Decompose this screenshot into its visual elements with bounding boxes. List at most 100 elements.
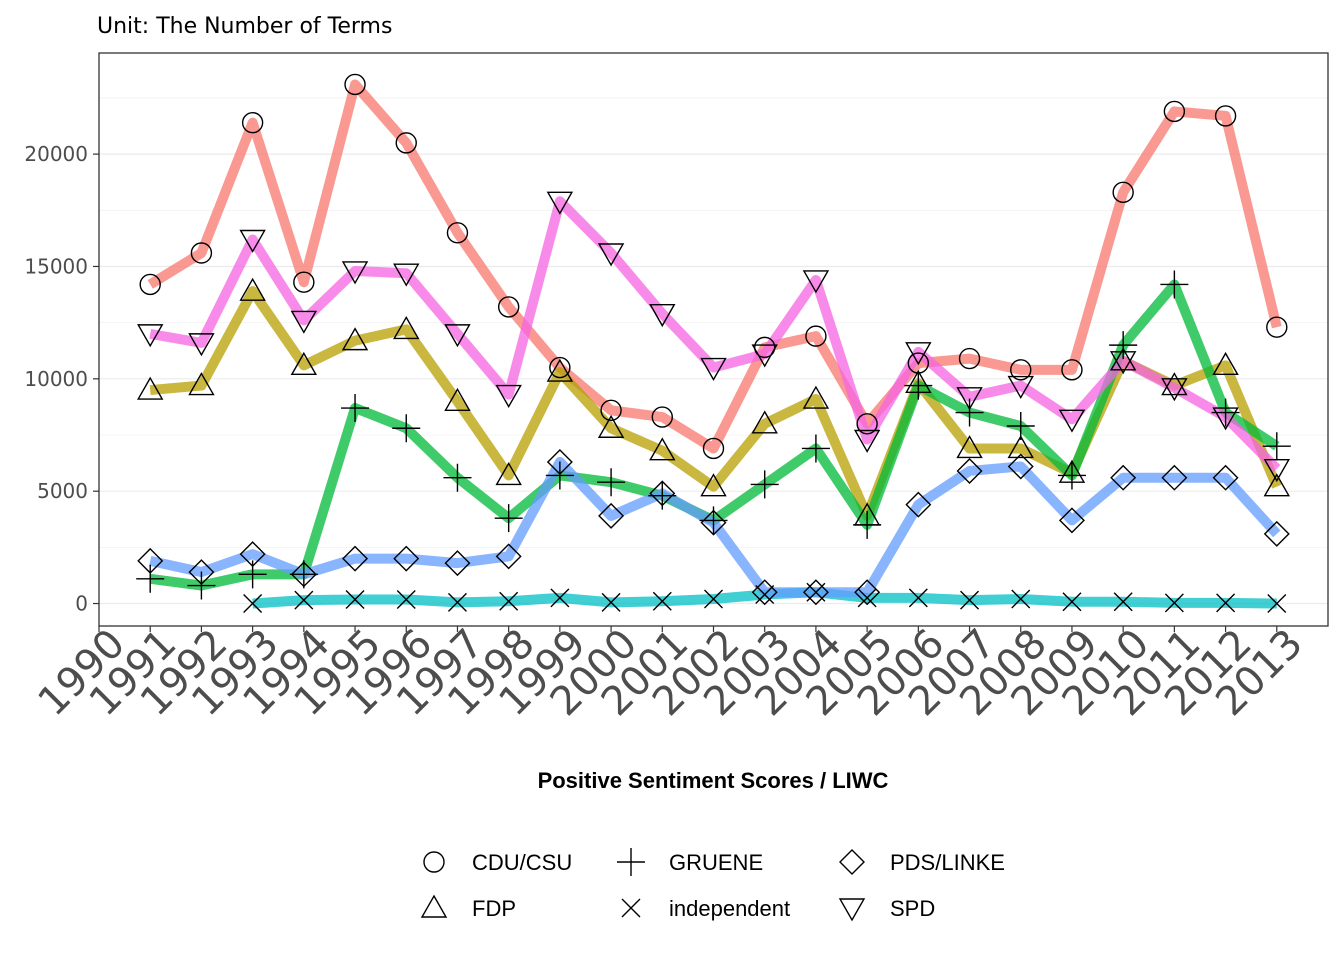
data-point-pds-linke bbox=[546, 448, 573, 475]
data-point-fdp bbox=[1263, 473, 1290, 497]
legend-key-fdp bbox=[420, 894, 448, 918]
data-point-independent bbox=[1267, 594, 1287, 614]
data-point-cdu-csu bbox=[446, 222, 469, 244]
series-line-spd bbox=[149, 196, 1281, 473]
data-point-gruene bbox=[1109, 331, 1138, 360]
data-point-gruene bbox=[1057, 461, 1086, 490]
legend-item-independent: independent bbox=[621, 896, 790, 921]
data-point-pds-linke bbox=[854, 579, 881, 606]
data-point-spd bbox=[597, 243, 625, 267]
data-point-independent bbox=[601, 592, 621, 612]
data-point-spd bbox=[137, 324, 164, 348]
data-point-independent bbox=[960, 590, 980, 610]
data-point-cdu-csu bbox=[293, 271, 315, 293]
data-point-fdp bbox=[1212, 351, 1239, 376]
data-point-spd bbox=[956, 387, 983, 411]
data-point-independent bbox=[345, 589, 365, 609]
data-point-gruene bbox=[853, 510, 882, 539]
y-tick-label: 5000 bbox=[37, 479, 88, 503]
data-point-independent bbox=[652, 591, 672, 611]
data-point-spd bbox=[188, 333, 215, 357]
data-point-gruene bbox=[545, 461, 574, 490]
data-point-pds-linke bbox=[802, 579, 829, 606]
data-point-pds-linke bbox=[393, 545, 420, 572]
data-point-fdp bbox=[546, 358, 574, 382]
data-point-fdp bbox=[597, 414, 625, 438]
legend-label: SPD bbox=[890, 896, 935, 921]
data-point-spd bbox=[649, 303, 676, 328]
data-point-gruene bbox=[187, 571, 216, 600]
legend-label: independent bbox=[669, 896, 790, 921]
data-point-gruene bbox=[341, 394, 370, 423]
data-point-independent bbox=[294, 590, 314, 610]
legend-item-spd: SPD bbox=[838, 896, 935, 922]
data-point-fdp bbox=[239, 277, 266, 301]
series-line-fdp bbox=[149, 286, 1282, 521]
data-point-pds-linke bbox=[956, 457, 983, 484]
data-point-cdu-csu bbox=[856, 413, 878, 435]
data-point-pds-linke bbox=[239, 541, 266, 568]
data-point-spd bbox=[239, 229, 266, 253]
data-point-spd bbox=[341, 261, 369, 285]
data-point-cdu-csu bbox=[190, 242, 213, 264]
data-point-spd bbox=[546, 191, 574, 215]
data-point-independent bbox=[396, 589, 416, 609]
data-point-pds-linke bbox=[1161, 464, 1188, 491]
data-point-fdp bbox=[1161, 372, 1188, 396]
data-point-spd bbox=[1263, 459, 1290, 483]
data-point-cdu-csu bbox=[1112, 181, 1134, 204]
data-point-gruene bbox=[1160, 270, 1189, 299]
data-point-pds-linke bbox=[1058, 507, 1085, 534]
data-point-cdu-csu bbox=[702, 437, 725, 460]
data-point-gruene bbox=[904, 371, 933, 400]
data-point-gruene bbox=[801, 434, 830, 463]
data-point-spd bbox=[905, 342, 932, 366]
data-point-pds-linke bbox=[751, 579, 778, 606]
legend-label: GRUENE bbox=[669, 850, 763, 875]
data-point-fdp bbox=[700, 473, 727, 497]
data-point-pds-linke bbox=[700, 509, 727, 536]
data-point-independent bbox=[704, 589, 723, 609]
data-point-independent bbox=[1164, 593, 1184, 613]
data-point-cdu-csu bbox=[1214, 105, 1237, 127]
legend-label: FDP bbox=[472, 896, 516, 921]
y-tick-label: 0 bbox=[75, 592, 88, 616]
data-point-cdu-csu bbox=[1266, 316, 1288, 338]
data-point-cdu-csu bbox=[805, 325, 827, 347]
data-point-independent bbox=[755, 585, 775, 605]
data-point-fdp bbox=[802, 385, 830, 409]
data-point-pds-linke bbox=[1110, 464, 1137, 491]
data-point-gruene bbox=[1262, 432, 1291, 461]
data-point-spd bbox=[700, 357, 727, 381]
data-point-independent bbox=[1113, 592, 1133, 612]
data-point-gruene bbox=[750, 470, 779, 499]
series-markers bbox=[136, 73, 1291, 614]
data-point-gruene bbox=[597, 468, 626, 497]
data-point-cdu-csu bbox=[344, 73, 366, 96]
data-point-fdp bbox=[393, 315, 420, 340]
legend-label: CDU/CSU bbox=[472, 850, 572, 875]
y-tick-label: 20000 bbox=[24, 142, 88, 166]
data-point-spd bbox=[802, 270, 830, 294]
data-point-pds-linke bbox=[188, 559, 215, 586]
data-point-fdp bbox=[1109, 347, 1137, 371]
data-point-independent bbox=[1011, 589, 1031, 609]
data-point-pds-linke bbox=[342, 545, 369, 572]
data-point-fdp bbox=[188, 372, 215, 396]
data-point-pds-linke bbox=[1007, 453, 1034, 480]
data-point-gruene bbox=[1006, 412, 1035, 441]
data-point-pds-linke bbox=[444, 550, 471, 577]
data-point-gruene bbox=[443, 463, 472, 492]
series-line-cdu-csu bbox=[147, 79, 1282, 454]
data-point-independent bbox=[857, 588, 877, 608]
data-point-spd bbox=[393, 263, 420, 287]
data-point-pds-linke bbox=[137, 547, 164, 574]
data-point-independent bbox=[243, 594, 263, 614]
data-point-pds-linke bbox=[905, 491, 932, 518]
data-point-fdp bbox=[751, 410, 778, 434]
legend-key-pds-linke bbox=[839, 849, 865, 875]
chart-subtitle: Unit: The Number of Terms bbox=[97, 14, 392, 39]
data-point-gruene bbox=[136, 564, 165, 593]
data-point-independent bbox=[1216, 593, 1236, 613]
legend-item-gruene: GRUENE bbox=[617, 848, 763, 876]
